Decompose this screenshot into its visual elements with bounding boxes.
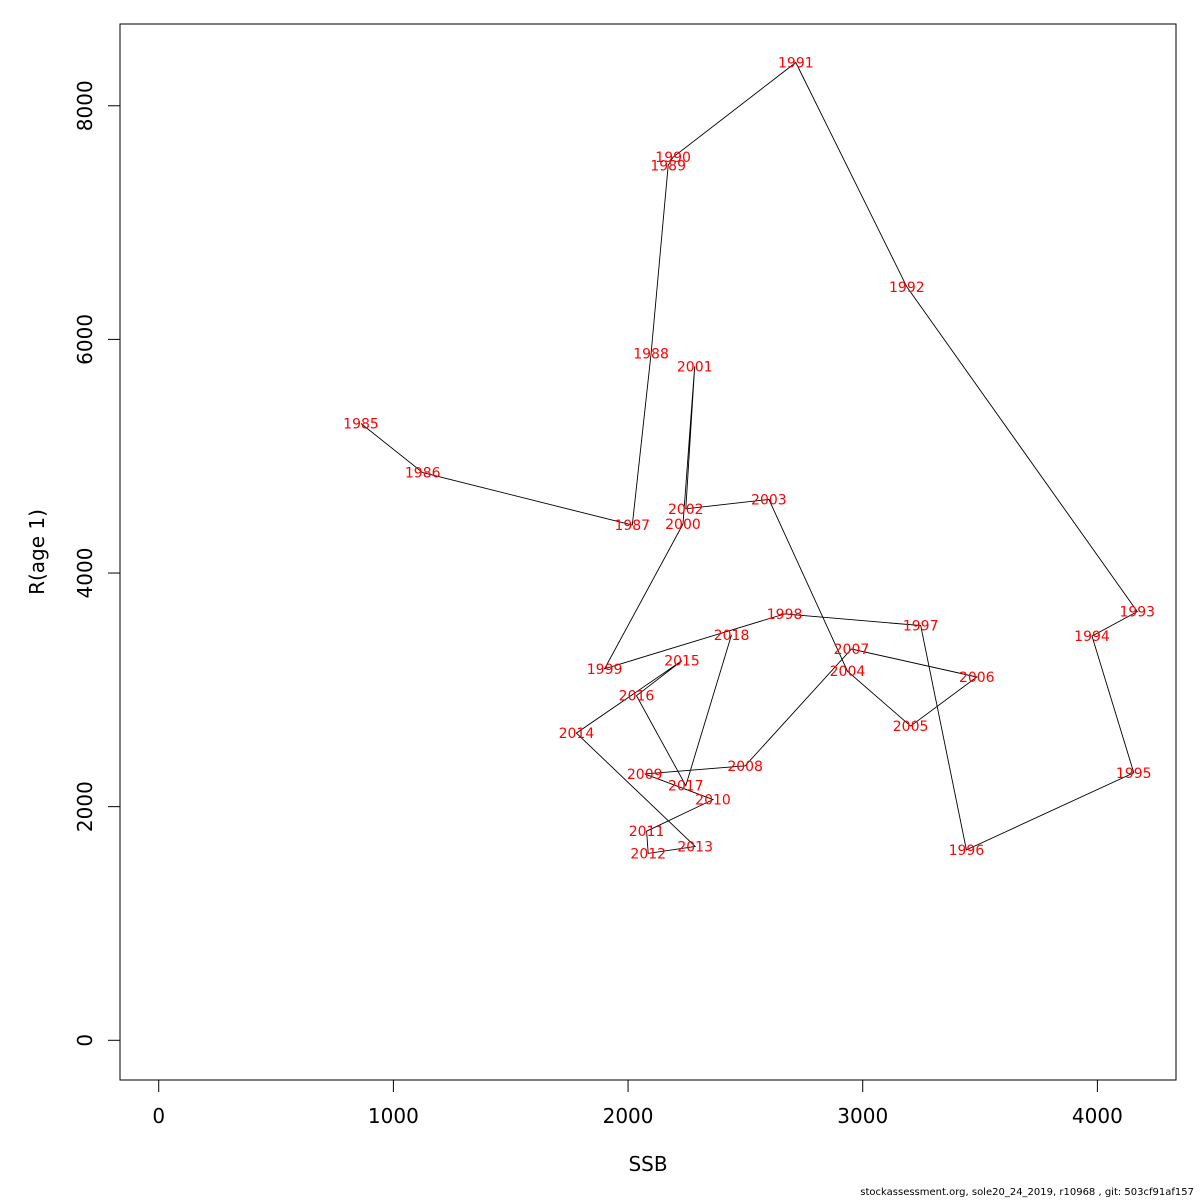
x-tick-label: 0 (152, 1104, 165, 1128)
year-label-2000: 2000 (665, 517, 701, 533)
series-line (360, 61, 1138, 854)
year-label-1998: 1998 (767, 607, 803, 623)
year-label-1997: 1997 (903, 619, 939, 635)
year-label-1985: 1985 (343, 417, 379, 433)
plot-frame (119, 23, 1177, 1081)
y-tick-label: 0 (73, 1034, 97, 1047)
year-label-2006: 2006 (959, 670, 995, 686)
year-label-2013: 2013 (677, 839, 713, 855)
year-label-1992: 1992 (889, 280, 925, 296)
year-label-1999: 1999 (587, 662, 623, 678)
year-label-1988: 1988 (633, 346, 669, 362)
year-label-2014: 2014 (559, 726, 595, 742)
year-label-1987: 1987 (614, 518, 650, 534)
year-label-2007: 2007 (834, 642, 870, 658)
year-label-2003: 2003 (751, 492, 787, 508)
year-label-1986: 1986 (405, 466, 441, 482)
x-tick-label: 4000 (1072, 1104, 1123, 1128)
year-label-1989: 1989 (650, 158, 686, 174)
year-label-2016: 2016 (619, 689, 655, 705)
year-label-2005: 2005 (893, 719, 929, 735)
y-tick-label: 2000 (73, 781, 97, 832)
x-axis: 0 1000 2000 3000 4000 (152, 1079, 1123, 1128)
x-tick-label: 3000 (837, 1104, 888, 1128)
x-tick-label: 2000 (603, 1104, 654, 1128)
year-label-2012: 2012 (630, 846, 666, 862)
year-label-2008: 2008 (727, 759, 763, 775)
y-tick-label: 4000 (73, 548, 97, 599)
year-label-1990: 1990 (655, 150, 691, 166)
year-label-1996: 1996 (949, 843, 985, 859)
x-tick-label: 1000 (368, 1104, 419, 1128)
year-label-2002: 2002 (668, 502, 704, 518)
y-axis-label: R(age 1) (25, 509, 49, 595)
year-label-2018: 2018 (714, 628, 750, 644)
year-label-1993: 1993 (1119, 605, 1155, 621)
y-axis: 0 2000 4000 6000 8000 (73, 80, 121, 1047)
year-label-2009: 2009 (627, 767, 663, 783)
year-label-2011: 2011 (629, 824, 665, 840)
year-label-2001: 2001 (677, 359, 713, 375)
year-label-1995: 1995 (1116, 766, 1152, 782)
y-tick-label: 8000 (73, 80, 97, 131)
footer-caption: stockassessment.org, sole20_24_2019, r10… (860, 1187, 1194, 1198)
year-label-2017: 2017 (668, 779, 704, 795)
year-label-2015: 2015 (664, 654, 700, 670)
year-label-1991: 1991 (778, 56, 814, 72)
year-label-1994: 1994 (1074, 629, 1110, 645)
year-label-2010: 2010 (695, 793, 731, 809)
x-axis-label: SSB (628, 1152, 667, 1176)
y-tick-label: 6000 (73, 314, 97, 365)
year-label-2004: 2004 (830, 664, 866, 680)
